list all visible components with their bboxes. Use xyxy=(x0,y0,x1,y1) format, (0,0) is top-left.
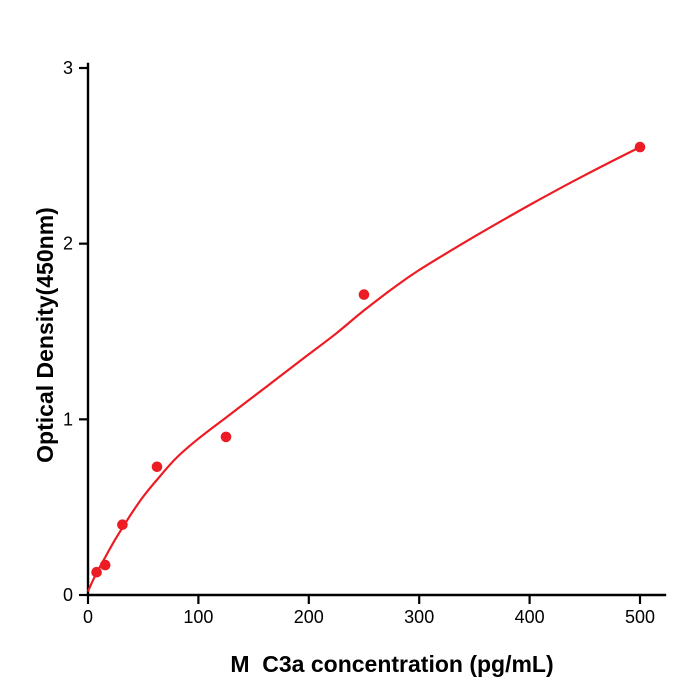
data-point xyxy=(358,289,370,300)
fit-curve xyxy=(86,146,641,592)
y-tick-label: 2 xyxy=(63,234,73,254)
y-tick-label: 1 xyxy=(63,409,73,429)
x-axis-title: M C3a concentration (pg/mL) xyxy=(230,651,554,677)
data-point xyxy=(220,431,232,443)
x-tick-label: 500 xyxy=(625,607,655,627)
y-tick-label: 0 xyxy=(63,585,73,605)
data-point xyxy=(99,559,111,571)
y-axis-title: Optical Density(450nm) xyxy=(32,207,58,463)
x-tick-label: 100 xyxy=(183,607,213,627)
x-tick-label: 200 xyxy=(294,607,324,627)
x-tick-label: 0 xyxy=(83,607,93,627)
data-point xyxy=(117,519,128,530)
x-tick-label: 300 xyxy=(404,607,434,627)
x-tick-label: 400 xyxy=(515,607,545,627)
y-tick-label: 3 xyxy=(63,58,73,78)
data-point xyxy=(634,141,646,153)
data-point xyxy=(151,461,163,473)
data-point xyxy=(91,566,102,578)
